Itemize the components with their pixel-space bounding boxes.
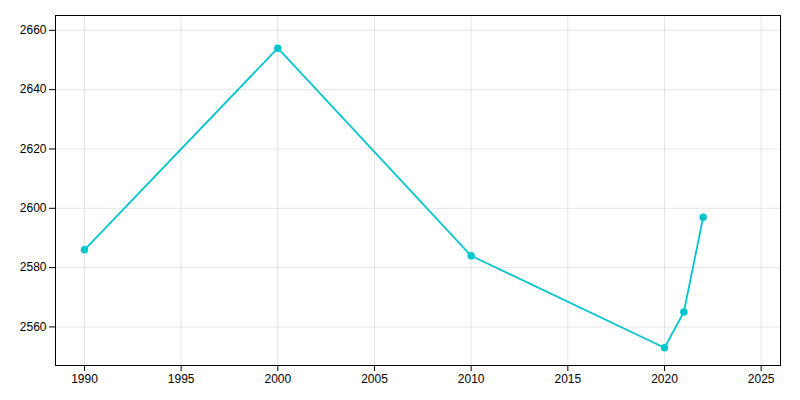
svg-text:2015: 2015 — [554, 372, 581, 386]
svg-text:1995: 1995 — [168, 372, 195, 386]
svg-text:1990: 1990 — [71, 372, 98, 386]
svg-text:2620: 2620 — [20, 142, 47, 156]
svg-text:2025: 2025 — [748, 372, 775, 386]
svg-text:2020: 2020 — [651, 372, 678, 386]
svg-text:2600: 2600 — [20, 201, 47, 215]
svg-text:2640: 2640 — [20, 82, 47, 96]
svg-text:2010: 2010 — [458, 372, 485, 386]
svg-text:2005: 2005 — [361, 372, 388, 386]
svg-text:2560: 2560 — [20, 320, 47, 334]
svg-text:2580: 2580 — [20, 260, 47, 274]
svg-text:2660: 2660 — [20, 23, 47, 37]
svg-text:2000: 2000 — [264, 372, 291, 386]
